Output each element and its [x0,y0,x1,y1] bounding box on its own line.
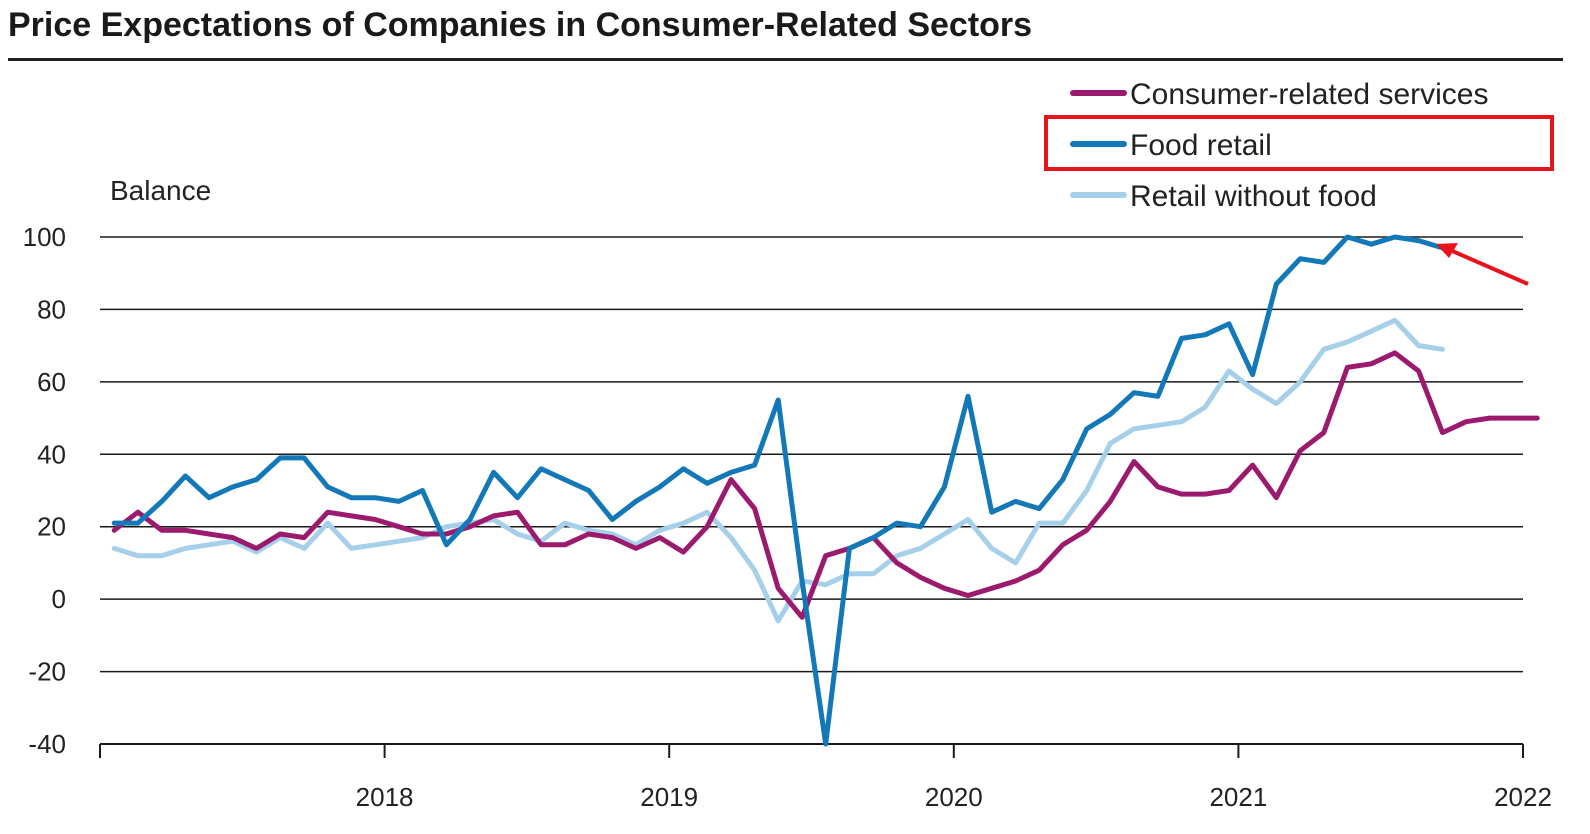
grid [100,236,1523,673]
y-axis: -40 -20 0 20 40 60 80 100 [23,222,66,759]
series-line-consumer-related-services [111,350,1540,620]
y-tick-label: 40 [37,439,66,469]
x-tick-label: 2018 [356,782,414,812]
x-tick-label: 2021 [1209,782,1267,812]
series-lines [111,234,1540,747]
y-tick-label: -40 [28,729,66,759]
y-tick-label: 60 [37,367,66,397]
pointer-arrow [1436,243,1529,286]
x-axis [99,743,1524,758]
chart-title: Price Expectations of Companies in Consu… [8,6,1033,44]
y-tick-label: 0 [52,584,66,614]
legend-label: Food retail [1130,129,1272,162]
legend: Consumer-related services Food retail Reta… [1070,78,1488,213]
y-tick-label: 20 [37,512,66,542]
x-axis-labels: 2018 2019 2020 2021 2022 [356,782,1552,812]
legend-label: Consumer-related services [1130,78,1488,111]
y-tick-label: -20 [28,657,66,687]
series-line-food-retail [111,234,1445,747]
x-tick-label: 2020 [925,782,983,812]
x-tick-label: 2019 [640,782,698,812]
highlight-box [1044,115,1554,171]
series-line-retail-without-food [111,317,1445,624]
x-tick-label: 2022 [1494,782,1552,812]
y-tick-label: 80 [37,294,66,324]
y-tick-label: 100 [23,222,66,252]
legend-label: Retail without food [1130,180,1377,213]
y-axis-label: Balance [110,175,211,206]
title-divider [8,58,1563,61]
